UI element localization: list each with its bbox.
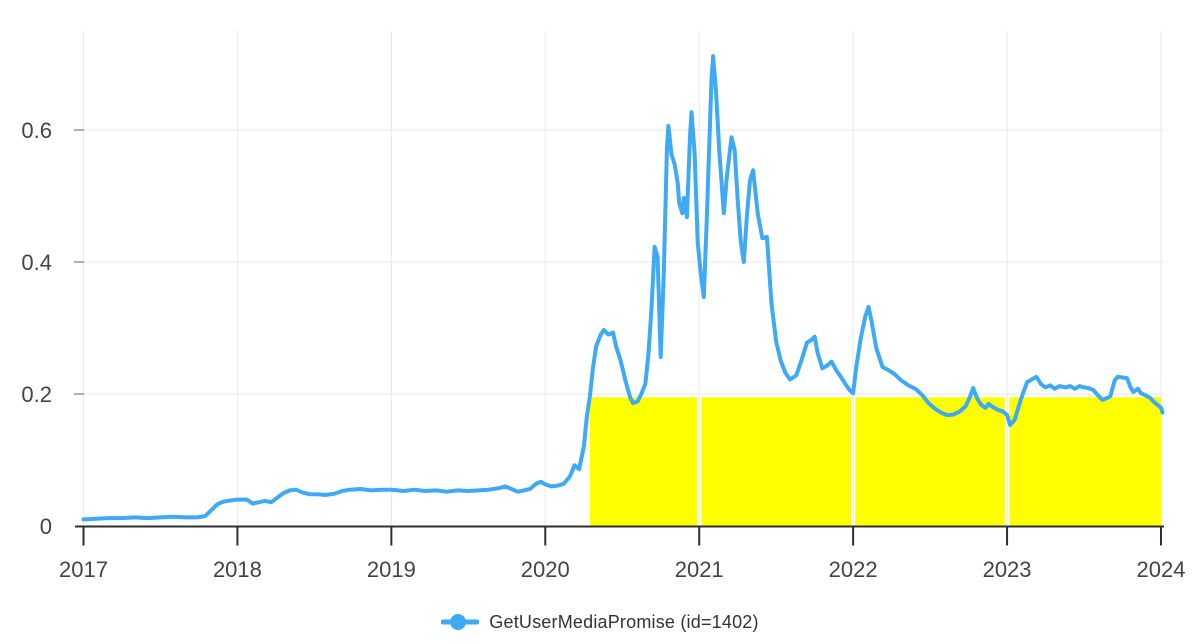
legend-label: GetUserMediaPromise (id=1402) [489,611,759,632]
x-tick-label: 2021 [675,557,724,582]
x-axis [75,525,1164,546]
x-tick-label: 2017 [59,557,108,582]
x-axis-labels: 2017 2018 2019 2020 2021 2022 2023 2024 [59,557,1185,582]
y-tick-label: 0.4 [21,250,52,275]
x-tick-label: 2019 [367,557,416,582]
x-tick-label: 2020 [521,557,570,582]
x-tick-label: 2023 [983,557,1032,582]
chart-legend: GetUserMediaPromise (id=1402) [0,596,1200,644]
legend-line-dot-icon [441,613,480,631]
y-tick-label: 0.2 [21,382,52,407]
x-tick-label: 2024 [1137,557,1186,582]
highlight-bands [589,397,1161,526]
x-tick-label: 2022 [829,557,878,582]
y-tick-label: 0 [40,514,52,539]
y-axis-labels: 0 0.2 0.4 0.6 [21,118,52,539]
usage-timeline-chart[interactable]: 2017 2018 2019 2020 2021 2022 2023 202400.20.40… [0,0,1200,596]
x-tick-label: 2018 [213,557,262,582]
data-line [81,54,1165,522]
y-tick-label: 0.6 [21,118,52,143]
gridlines [74,31,1164,526]
